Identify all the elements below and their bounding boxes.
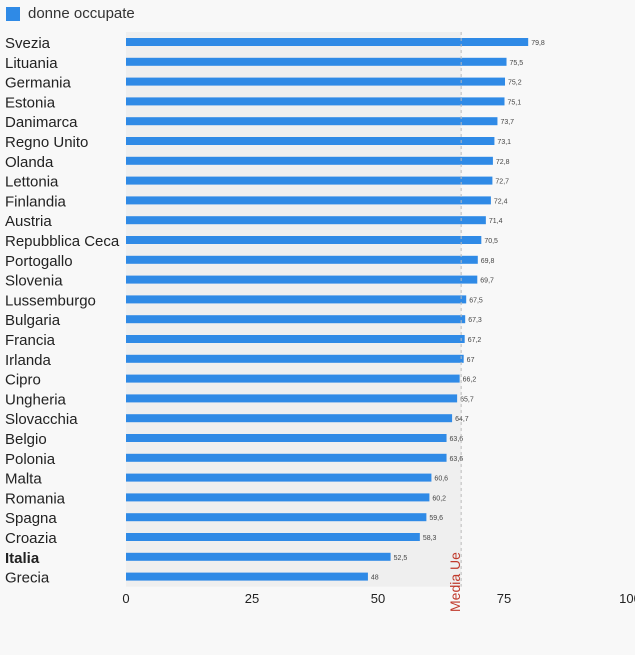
bar [126,216,486,225]
category-label: Lituania [5,55,58,72]
category-label: Croazia [5,530,57,547]
x-tick-label: 25 [245,591,259,606]
category-label: Ungheria [5,391,67,408]
bar-value-label: 67,3 [468,317,482,324]
category-label: Polonia [5,451,56,468]
bar [126,315,466,324]
bar-value-label: 71,4 [489,218,503,225]
bar [126,572,368,581]
category-label: Francia [5,332,56,349]
category-label: Slovacchia [5,411,78,428]
category-label: Bulgaria [5,312,61,329]
bar-value-label: 73,7 [500,119,514,126]
bar [126,117,498,126]
bar-value-label: 72,7 [495,179,509,186]
bar [126,374,460,383]
category-label: Germania [5,75,72,92]
bar-value-label: 67,5 [469,297,483,304]
category-label: Olanda [5,154,54,171]
bar-value-label: 72,8 [496,159,510,166]
bar [126,513,427,522]
bar-value-label: 63,6 [450,436,464,443]
bar [126,493,430,502]
bar-value-label: 69,8 [481,258,495,265]
category-label: Repubblica Ceca [5,233,120,250]
bar-value-label: 52,5 [394,555,408,562]
bar-value-label: 63,6 [450,456,464,463]
legend-swatch [6,6,20,21]
category-label: Irlanda [5,352,52,369]
category-label: Danimarca [5,114,78,131]
category-label: Grecia [5,570,50,587]
bar-value-label: 67 [467,357,475,364]
category-label: Lettonia [5,174,59,191]
bar [126,533,420,541]
category-label: Portogallo [5,253,73,270]
bar-value-label: 79,8 [531,40,545,47]
bar [126,137,495,145]
category-label: Lussemburgo [5,292,96,309]
legend: donne occupate [6,5,135,22]
bar [126,236,482,244]
bar [126,354,464,363]
category-label: Slovenia [5,273,63,290]
reference-line-label: Media Ue [447,552,463,612]
category-label: Finlandia [5,193,67,210]
bar [126,335,465,343]
bar-value-label: 65,7 [460,396,474,403]
bar [126,38,529,46]
bar-value-label: 64,7 [455,416,469,423]
category-label: Svezia [5,35,51,52]
bar [126,57,507,66]
bar [126,196,491,205]
bar [126,473,432,482]
bar [126,414,453,423]
bar [126,275,478,284]
category-label: Estonia [5,94,56,111]
bar-value-label: 73,1 [497,139,511,146]
bar [126,176,493,185]
x-tick-label: 0 [122,591,129,606]
x-tick-label: 75 [497,591,511,606]
category-label: Spagna [5,510,57,527]
bar-value-label: 75,1 [508,99,522,106]
bar [126,453,447,462]
x-tick-label: 100 [619,591,635,606]
category-label: Regno Unito [5,134,88,151]
x-tick-label: 50 [371,591,385,606]
bar-value-label: 70,5 [484,238,498,245]
bar-value-label: 58,3 [423,535,437,542]
shaded-region [126,32,462,587]
bar-value-label: 67,2 [468,337,482,344]
category-label: Belgio [5,431,47,448]
bar-value-label: 75,5 [510,60,524,67]
bar-value-label: 60,6 [434,476,448,483]
category-label: Austria [5,213,52,230]
bar [126,552,391,561]
bar-value-label: 69,7 [480,278,494,285]
category-label: Romania [5,490,66,507]
bar-value-label: 72,4 [494,198,508,205]
bar [126,394,458,403]
category-label: Italia [5,550,40,567]
bar [126,434,447,442]
bar-value-label: 75,2 [508,80,522,87]
bar-value-label: 60,2 [432,495,446,502]
category-label: Malta [5,471,42,488]
category-label: Cipro [5,372,41,389]
legend-label: donne occupate [28,5,135,22]
bar-value-label: 66,2 [463,377,477,384]
bar-value-label: 48 [371,575,379,582]
bar [126,97,505,106]
bar [126,295,467,304]
bar [126,77,506,86]
bar [126,255,478,264]
bar [126,156,493,165]
bar-value-label: 59,6 [429,515,443,522]
